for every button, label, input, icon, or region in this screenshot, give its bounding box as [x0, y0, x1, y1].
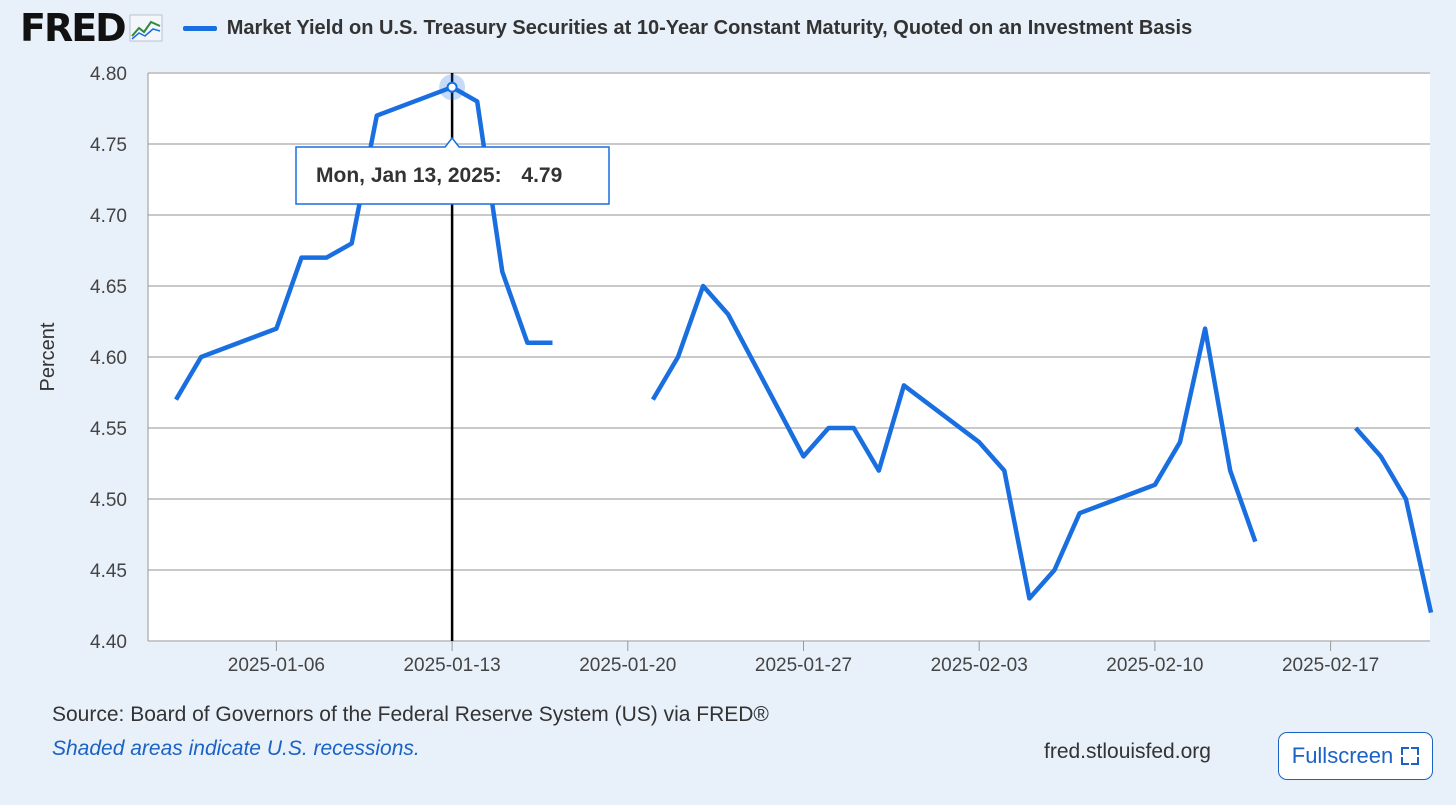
series-line-segment: [650, 283, 1258, 601]
x-tick-label: 2025-02-17: [1282, 655, 1379, 676]
fred-logo-text: FRED: [20, 6, 127, 50]
y-tick-label: 4.65: [90, 277, 127, 298]
x-axis-ticks: 2025-01-06 2025-01-13 2025-01-20 2025-01-27…: [228, 641, 1379, 676]
x-tick-label: 2025-02-03: [931, 655, 1028, 676]
tooltip-date: Mon, Jan 13, 2025:: [316, 164, 502, 187]
y-tick-label: 4.75: [90, 135, 127, 156]
x-tick-label: 2025-01-06: [228, 655, 325, 676]
tooltip-box: [295, 136, 610, 205]
series-line-segment: [1354, 426, 1434, 614]
line-chart-icon: [129, 14, 163, 42]
line-chart[interactable]: 4.40 4.45 4.50 4.55 4.60 4.65 4.70 4.75 4.80 202…: [0, 0, 1456, 700]
legend-swatch: [182, 25, 217, 31]
y-tick-label: 4.80: [90, 64, 127, 85]
y-tick-label: 4.50: [90, 490, 127, 511]
x-tick-label: 2025-01-13: [403, 655, 500, 676]
hover-point-marker: [446, 81, 458, 93]
y-axis-ticks: 4.40 4.45 4.50 4.55 4.60 4.65 4.70 4.75 4.80: [90, 64, 127, 653]
recession-note-link[interactable]: Shaded areas indicate U.S. recessions.: [52, 737, 420, 760]
y-tick-label: 4.40: [90, 632, 127, 653]
x-tick-label: 2025-01-27: [755, 655, 852, 676]
fred-logo[interactable]: FRED: [20, 9, 163, 47]
source-note: Source: Board of Governors of the Federa…: [52, 703, 769, 726]
x-tick-label: 2025-01-20: [579, 655, 676, 676]
chart-header: FRED Market Yield on U.S. Treasury Secur…: [20, 8, 1192, 48]
expand-icon: [1401, 747, 1420, 765]
tooltip: Mon, Jan 13, 2025: 4.79: [295, 136, 610, 205]
y-axis-title: Percent: [37, 322, 59, 391]
tooltip-text: Mon, Jan 13, 2025: 4.79: [316, 164, 562, 187]
y-tick-label: 4.55: [90, 419, 127, 440]
y-tick-label: 4.60: [90, 348, 127, 369]
legend-label: Market Yield on U.S. Treasury Securities…: [226, 16, 1193, 39]
gridlines: [148, 72, 1430, 642]
y-tick-label: 4.45: [90, 561, 127, 582]
tooltip-value: 4.79: [521, 164, 562, 187]
fullscreen-label: Fullscreen: [1291, 743, 1394, 768]
fullscreen-button[interactable]: Fullscreen: [1278, 732, 1433, 780]
x-tick-label: 2025-02-10: [1106, 655, 1203, 676]
y-tick-label: 4.70: [90, 206, 127, 227]
site-url[interactable]: fred.stlouisfed.org: [1044, 740, 1211, 763]
